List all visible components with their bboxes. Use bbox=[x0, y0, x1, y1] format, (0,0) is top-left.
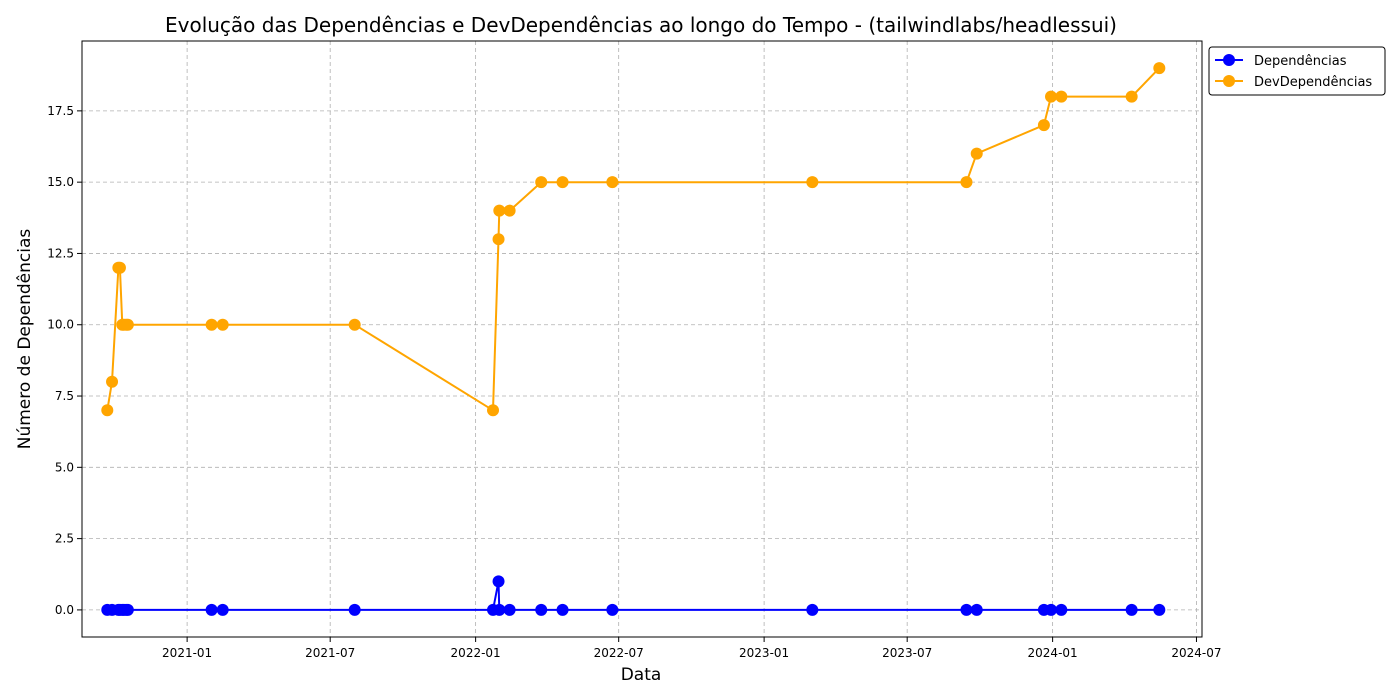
dependencias-point bbox=[1045, 603, 1058, 616]
devdependencias-point bbox=[556, 176, 569, 189]
dependencias-point bbox=[205, 603, 218, 616]
dependencias-line bbox=[107, 581, 1160, 611]
devdependencias-point bbox=[1055, 90, 1068, 103]
devdependencias-point bbox=[1045, 90, 1058, 103]
x-tick-label: 2021-07 bbox=[305, 646, 355, 660]
legend-dependencias-marker bbox=[1223, 54, 1235, 66]
legend-box bbox=[1208, 46, 1386, 96]
x-tick-label: 2024-01 bbox=[1028, 646, 1078, 660]
dependencias-point bbox=[1125, 603, 1138, 616]
x-tick-label: 2023-01 bbox=[739, 646, 789, 660]
devdependencias-point bbox=[535, 176, 548, 189]
x-axis: 2021-01 2021-07 2022-01 2022-07 2023-01 2023-… bbox=[162, 637, 1222, 660]
devdependencias-point bbox=[493, 204, 506, 217]
legend-dependencias-label: Dependências bbox=[1254, 54, 1347, 69]
y-tick-label: 17.5 bbox=[47, 104, 74, 118]
dependencias-point bbox=[806, 603, 819, 616]
series-layer bbox=[101, 62, 1166, 616]
y-tick-label: 0.0 bbox=[55, 603, 74, 617]
devdependencias-point bbox=[1125, 90, 1138, 103]
devdependencias-point bbox=[503, 204, 516, 217]
devdependencias-point bbox=[113, 261, 126, 274]
x-tick-label: 2022-01 bbox=[451, 646, 501, 660]
devdependencias-point bbox=[205, 318, 218, 331]
devdependencias-point bbox=[970, 147, 983, 160]
y-axis: 0.0 2.5 5.0 7.5 10.0 12.5 15.0 17.5 bbox=[47, 104, 82, 617]
dependencias-point bbox=[556, 603, 569, 616]
legend-devdependencias-marker bbox=[1223, 75, 1235, 87]
dependencias-point bbox=[216, 603, 229, 616]
devdependencias-point bbox=[216, 318, 229, 331]
devdependencias-point bbox=[101, 404, 114, 417]
y-tick-label: 7.5 bbox=[55, 389, 74, 403]
chart-title: Evolução das Dependências e DevDependênc… bbox=[165, 13, 1117, 37]
dependencias-point bbox=[121, 603, 134, 616]
devdependencias-point bbox=[606, 176, 619, 189]
dependencias-point bbox=[535, 603, 548, 616]
devdependencias-point bbox=[960, 176, 973, 189]
y-tick-label: 12.5 bbox=[47, 246, 74, 260]
plot-frame bbox=[81, 40, 1203, 638]
devdependencias-line bbox=[106, 67, 1161, 413]
devdependencias-point bbox=[1037, 119, 1050, 132]
devdependencias-point bbox=[487, 404, 500, 417]
dependencias-point bbox=[1153, 603, 1166, 616]
x-tick-label: 2023-07 bbox=[882, 646, 932, 660]
y-tick-label: 10.0 bbox=[47, 318, 74, 332]
dependencias-point bbox=[503, 603, 516, 616]
dependencias-point bbox=[1055, 603, 1068, 616]
x-tick-label: 2021-01 bbox=[162, 646, 212, 660]
dependencias-point bbox=[960, 603, 973, 616]
y-axis-title: Número de Dependências bbox=[15, 229, 35, 450]
devdependencias-point bbox=[121, 318, 134, 331]
legend: Dependências DevDependências bbox=[1208, 46, 1386, 96]
devdependencias-point bbox=[806, 176, 819, 189]
dependencias-point bbox=[348, 603, 361, 616]
dependencias-point bbox=[970, 603, 983, 616]
devdependencias-point bbox=[492, 233, 505, 246]
devdependencias-point bbox=[348, 318, 361, 331]
dependencias-point bbox=[492, 575, 505, 588]
devdependencias-point bbox=[1153, 62, 1166, 75]
dependencias-point bbox=[493, 603, 506, 616]
y-tick-label: 15.0 bbox=[47, 175, 74, 189]
x-axis-title: Data bbox=[621, 665, 662, 685]
y-tick-label: 5.0 bbox=[55, 460, 74, 474]
x-tick-label: 2022-07 bbox=[594, 646, 644, 660]
dependencias-point bbox=[606, 603, 619, 616]
grid-lines bbox=[82, 41, 1202, 637]
y-tick-label: 2.5 bbox=[55, 532, 74, 546]
legend-devdependencias-label: DevDependências bbox=[1254, 75, 1372, 90]
x-tick-label: 2024-07 bbox=[1171, 646, 1221, 660]
devdependencias-point bbox=[106, 375, 119, 388]
